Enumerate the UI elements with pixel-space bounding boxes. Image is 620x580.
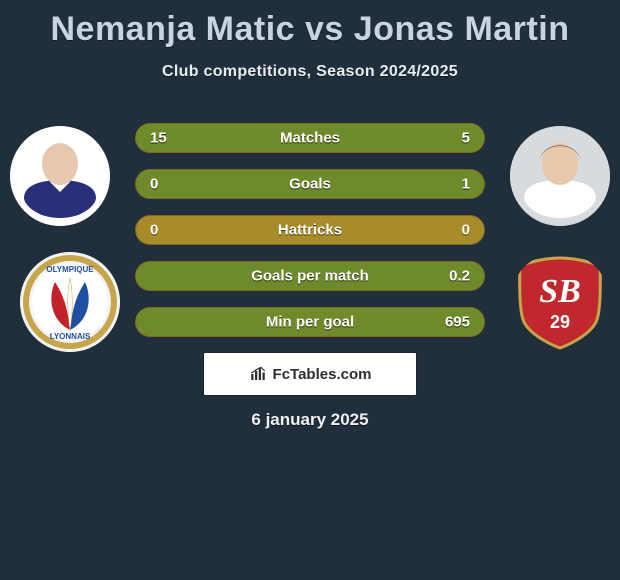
stat-bar: 0 Hattricks 0 [135,215,485,245]
stat-value-right: 0 [462,222,470,239]
svg-text:LYONNAIS: LYONNAIS [50,332,91,341]
stat-value-right: 695 [445,314,470,331]
attribution-box: FcTables.com [203,352,417,396]
stat-value-right: 0.2 [449,268,470,285]
attribution-text: FcTables.com [273,366,372,383]
stat-value-left: 0 [150,222,158,239]
stat-value-right: 1 [462,176,470,193]
stat-value-left: 0 [150,176,158,193]
stat-label: Goals per match [251,268,369,285]
subtitle: Club competitions, Season 2024/2025 [0,63,620,81]
player-left-avatar [10,126,110,226]
page-title: Nemanja Matic vs Jonas Martin [0,0,620,49]
stat-label: Min per goal [266,314,354,331]
date-text: 6 january 2025 [0,410,620,430]
club-right-badge: SB 29 [510,252,610,352]
stat-value-right: 5 [462,130,470,147]
stat-label: Matches [280,130,340,147]
stat-bars: 15 Matches 5 0 Goals 1 0 Hattricks 0 Goa… [135,123,485,353]
stat-bar: 0 Goals 1 [135,169,485,199]
stat-label: Hattricks [278,222,342,239]
svg-text:29: 29 [550,312,570,332]
chart-icon [249,365,267,383]
club-left-badge: OLYMPIQUE LYONNAIS [20,252,120,352]
stat-label: Goals [289,176,331,193]
svg-text:OLYMPIQUE: OLYMPIQUE [46,265,94,274]
stat-bar: Min per goal 695 [135,307,485,337]
stat-bar: Goals per match 0.2 [135,261,485,291]
svg-text:SB: SB [539,273,581,310]
stat-value-left: 15 [150,130,167,147]
player-right-avatar [510,126,610,226]
stat-bar: 15 Matches 5 [135,123,485,153]
